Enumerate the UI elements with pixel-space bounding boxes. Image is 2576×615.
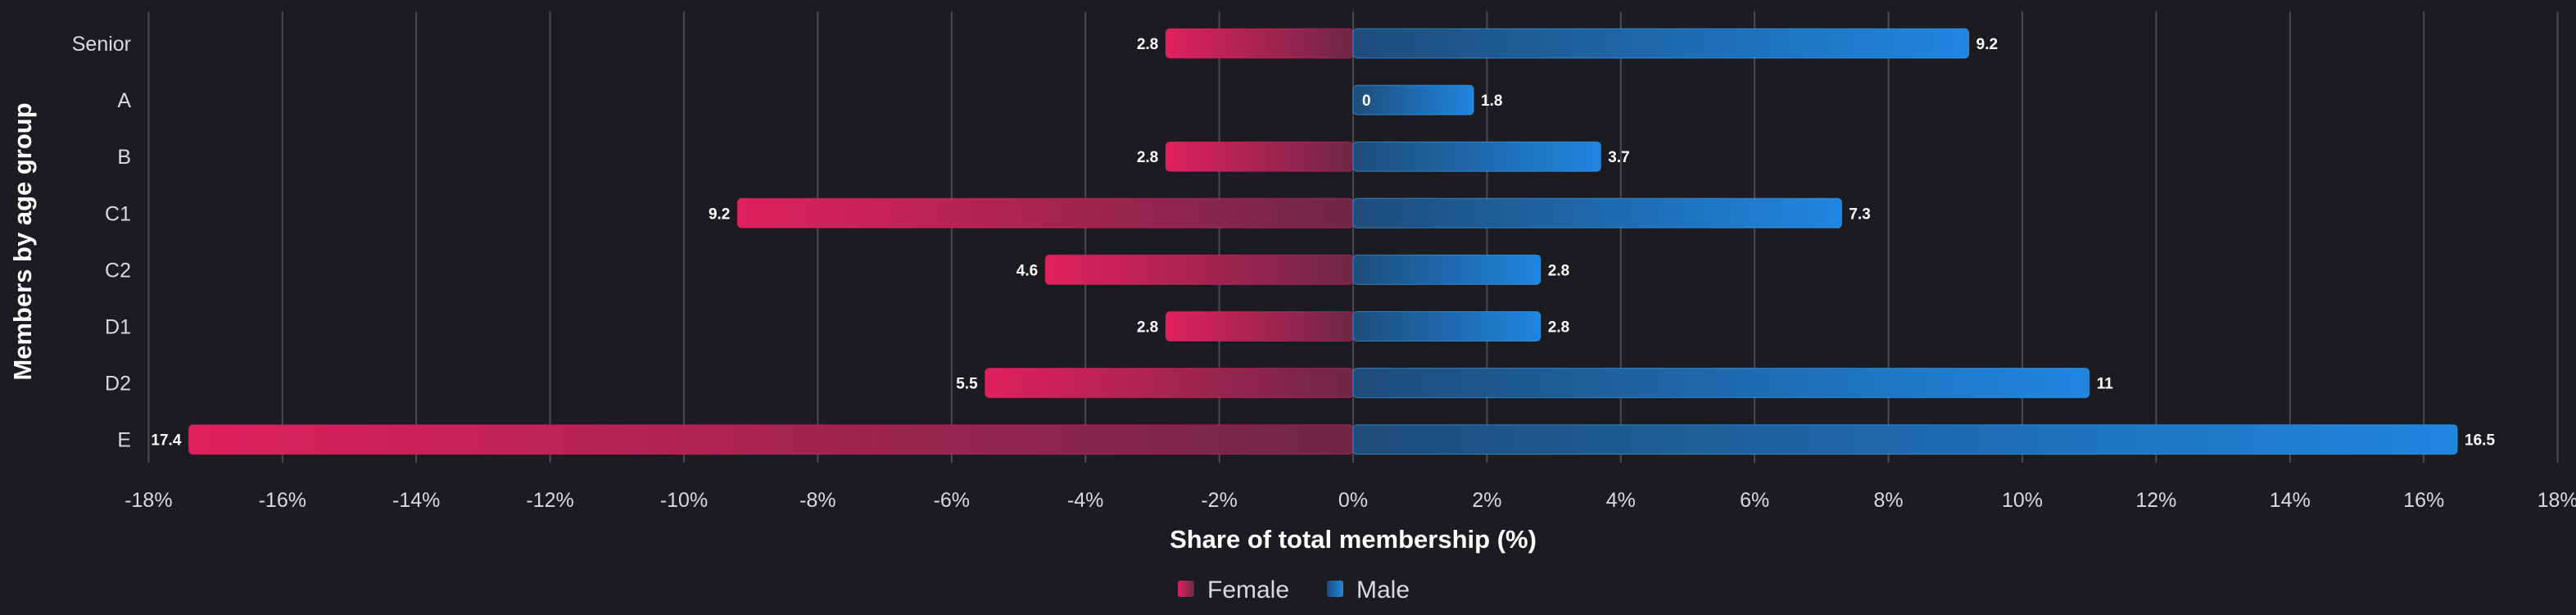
value-label-male: 16.5 (2465, 432, 2495, 450)
value-label-male: 9.2 (1976, 36, 1998, 53)
y-category-label: B (117, 146, 131, 169)
x-tick-label: 2% (1472, 489, 1501, 512)
bar-female (1165, 28, 1354, 59)
value-label-male: 2.8 (1548, 319, 1569, 337)
value-labels: 2.8 9.2 1.8 0 2.8 3.7 9.2 7.3 4.6 2.8 2.8 2.8 5.5 11 1… (151, 36, 2495, 450)
value-label-male: 1.8 (1481, 93, 1502, 110)
legend: Female Male (1178, 577, 1410, 604)
bar-female (1165, 311, 1354, 341)
x-tick-label: 12% (2135, 489, 2176, 512)
value-label-female: 2.8 (1137, 319, 1158, 337)
x-tick-label: -10% (660, 489, 708, 512)
x-tick-label: -6% (934, 489, 970, 512)
bar-male (1352, 254, 1542, 285)
value-label-female: 17.4 (151, 432, 181, 450)
x-tick-label: -14% (392, 489, 440, 512)
x-tick-label: -12% (526, 489, 573, 512)
value-label-male: 11 (2097, 376, 2114, 393)
value-label-female: 9.2 (709, 206, 730, 223)
x-tick-labels: -18% -16% -14% -12% -10% -8% -6% -4% -2% 0% 2% 4% 6%… (124, 489, 2576, 512)
value-label-female: 2.8 (1137, 36, 1158, 53)
value-label-female: 5.5 (956, 376, 978, 393)
bar-male (1352, 84, 1474, 115)
x-tick-label: 0% (1338, 489, 1368, 512)
x-tick-label: 16% (2403, 489, 2444, 512)
x-tick-label: -18% (124, 489, 172, 512)
bar-male (1352, 424, 2458, 455)
y-axis-title: Members by age group (8, 102, 37, 380)
bar-male (1352, 141, 1601, 172)
x-tick-label: 8% (1874, 489, 1904, 512)
y-category-label: D1 (105, 316, 131, 339)
legend-label-female: Female (1207, 577, 1289, 604)
value-label-male: 7.3 (1849, 206, 1870, 223)
value-label-female: 4.6 (1016, 262, 1038, 279)
y-category-labels: Senior A B C1 C2 D1 D2 E (72, 33, 132, 452)
legend-swatch-male (1327, 581, 1343, 597)
x-tick-label: 14% (2270, 489, 2311, 512)
bar-male (1352, 197, 1842, 228)
legend-swatch-female (1178, 581, 1194, 597)
x-tick-label: -16% (259, 489, 306, 512)
value-label-female: 2.8 (1137, 149, 1158, 166)
x-tick-label: -8% (799, 489, 835, 512)
x-tick-label: 6% (1740, 489, 1769, 512)
bar-female (1165, 141, 1354, 172)
y-category-label: D2 (105, 373, 131, 396)
x-tick-label: 18% (2538, 489, 2576, 512)
value-label-male: 2.8 (1548, 262, 1569, 279)
y-category-label: C2 (105, 259, 131, 282)
x-tick-label: 10% (2002, 489, 2043, 512)
bars (188, 28, 2458, 455)
value-label-male: 3.7 (1608, 149, 1629, 166)
y-category-label: A (117, 89, 131, 112)
bar-male (1352, 368, 2090, 399)
value-label-female-zero: 0 (1362, 93, 1371, 110)
bar-male (1352, 28, 1970, 59)
bar-female (736, 197, 1354, 228)
y-category-label: Senior (72, 33, 131, 56)
x-tick-label: 4% (1606, 489, 1636, 512)
x-tick-label: -4% (1067, 489, 1103, 512)
y-category-label: C1 (105, 202, 131, 225)
bar-female (985, 368, 1354, 399)
bar-male (1352, 311, 1542, 341)
x-axis-title: Share of total membership (%) (1170, 525, 1537, 554)
y-category-label: E (117, 429, 131, 452)
x-tick-label: -2% (1201, 489, 1237, 512)
bar-female (1044, 254, 1354, 285)
legend-label-male: Male (1356, 577, 1410, 604)
bar-female (188, 424, 1354, 455)
